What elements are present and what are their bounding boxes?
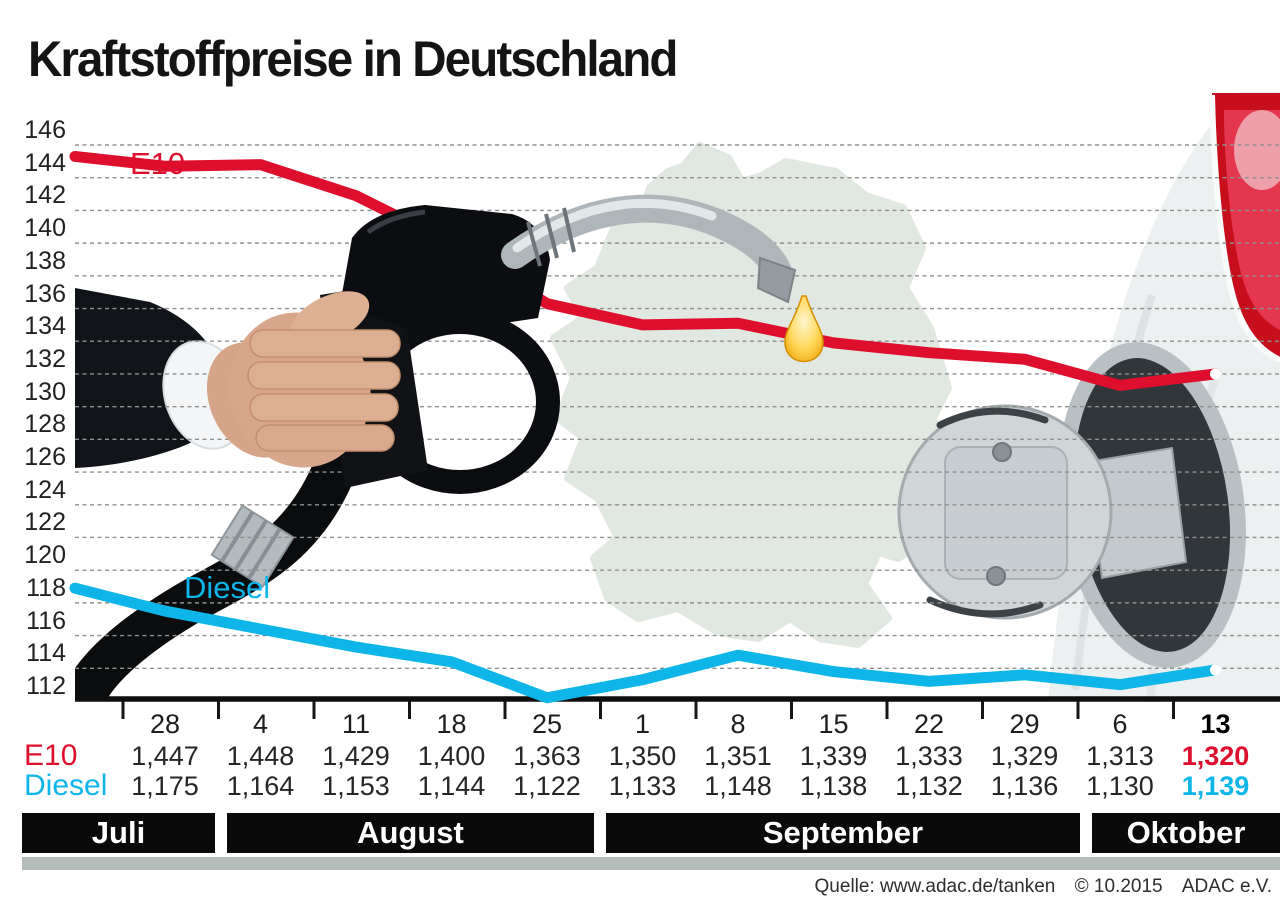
- taillight-graphic: [1209, 93, 1280, 363]
- y-axis-tick-label: 140: [24, 214, 66, 243]
- e10-value-cell: 1,363: [513, 741, 581, 771]
- month-segment-august: August: [227, 813, 594, 853]
- y-axis-tick-label: 120: [24, 541, 66, 570]
- x-tick-label: 29: [1009, 709, 1040, 739]
- diesel-value-cell: 1,153: [322, 771, 390, 801]
- diesel-value-cell: 1,144: [417, 771, 486, 801]
- diesel-value-cell: 1,130: [1086, 771, 1154, 801]
- y-axis-tick-label: 114: [26, 639, 66, 668]
- fuel-cap-graphic: [897, 404, 1113, 620]
- hose-coupler: [210, 504, 295, 589]
- foreground-photos: [206, 194, 824, 494]
- source-credit: Quelle: www.adac.de/tanken © 10.2015 ADA…: [815, 876, 1272, 898]
- source-copyright: © 10.2015: [1074, 876, 1163, 897]
- x-tick-label: 6: [1112, 709, 1128, 739]
- hand-nozzle-photo-lower: [75, 288, 357, 701]
- diesel-value-cell: 1,148: [704, 771, 772, 801]
- y-axis-tick-label: 118: [26, 573, 66, 602]
- nozzle-spout: [501, 194, 797, 304]
- fuel-hose: [75, 446, 357, 701]
- x-tick-label: 18: [436, 709, 467, 739]
- y-axis-tick-label: 128: [24, 410, 66, 439]
- y-axis-tick-label: 138: [24, 246, 66, 275]
- y-axis-tick-label: 146: [24, 116, 66, 144]
- y-axis-tick-label: 122: [24, 508, 66, 537]
- hand-graphic: [206, 291, 401, 468]
- e10-value-cell: 1,329: [990, 741, 1059, 771]
- e10-value-cell: 1,339: [799, 741, 868, 771]
- e10-value-cell: 1,350: [608, 741, 677, 771]
- e10-value-cell: 1,429: [322, 741, 390, 771]
- footer-strip: [22, 857, 1280, 870]
- y-axis-tick-label: 116: [26, 606, 66, 635]
- e10-value-cell: 1,447: [131, 741, 199, 771]
- x-tick-label: 4: [252, 709, 269, 739]
- diesel-value-cell: 1,122: [513, 771, 581, 801]
- car-rear-photo: [897, 92, 1280, 701]
- x-tick-label: 8: [730, 709, 746, 739]
- diesel-value-cell: 1,136: [990, 771, 1059, 801]
- e10-value-cell: 1,313: [1086, 741, 1154, 771]
- diesel-value-cell: 1,164: [226, 771, 295, 801]
- table-row-label-diesel: Diesel: [24, 769, 108, 802]
- price-lines: [69, 150, 1221, 704]
- line-end-dot-diesel: [1210, 664, 1221, 676]
- y-axis-tick-label: 124: [24, 475, 66, 504]
- x-tick-label: 13: [1200, 709, 1231, 739]
- y-axis-tick-label: 130: [24, 377, 66, 406]
- source-label: Quelle: www.adac.de/tanken: [814, 876, 1056, 897]
- y-axis-tick-label: 136: [24, 279, 66, 308]
- x-tick-label: 28: [149, 709, 181, 739]
- diesel-value-cell: 1,139: [1181, 771, 1250, 801]
- fuel-drop-icon: [784, 295, 824, 363]
- source-organization: ADAC e.V.: [1181, 876, 1272, 897]
- x-tick-label: 11: [341, 709, 371, 739]
- y-axis-tick-label: 132: [24, 344, 66, 373]
- y-axis-tick-label: 142: [24, 181, 66, 210]
- y-axis-tick-label: 126: [24, 443, 66, 472]
- background-photos: [75, 92, 1280, 701]
- price-line-diesel: [69, 582, 1221, 704]
- x-tick-label: 25: [531, 709, 563, 739]
- month-segment-juli: Juli: [22, 813, 215, 853]
- e10-value-cell: 1,351: [704, 741, 772, 771]
- price-line-e10: [69, 150, 1221, 391]
- x-tick-label: 22: [913, 709, 945, 739]
- y-axis-tick-label: 134: [24, 312, 66, 341]
- diesel-value-cell: 1,133: [608, 771, 677, 801]
- diesel-value-cell: 1,138: [799, 771, 868, 801]
- y-axis-tick-label: 144: [24, 148, 66, 177]
- x-tick-label: 1: [634, 709, 651, 739]
- series-label-diesel: Diesel: [184, 570, 271, 605]
- page-title: Kraftstoffpreise in Deutschland: [28, 31, 678, 87]
- x-tick-label: 15: [818, 709, 849, 739]
- month-segment-oktober: Oktober: [1092, 813, 1280, 853]
- table-row-label-e10: E10: [24, 739, 78, 772]
- e10-value-cell: 1,333: [895, 741, 963, 771]
- hand-nozzle-photo-upper: [206, 194, 797, 494]
- y-axis-tick-label: 112: [26, 672, 66, 700]
- line-end-dot-e10: [1210, 368, 1221, 380]
- diesel-value-cell: 1,132: [895, 771, 963, 801]
- diesel-value-cell: 1,175: [131, 771, 199, 801]
- germany-map-graphic: [550, 142, 952, 648]
- month-segment-september: September: [606, 813, 1080, 853]
- e10-value-cell: 1,448: [226, 741, 295, 771]
- e10-value-cell: 1,400: [417, 741, 486, 771]
- series-label-e10: E10: [130, 146, 186, 181]
- e10-value-cell: 1,320: [1181, 741, 1250, 771]
